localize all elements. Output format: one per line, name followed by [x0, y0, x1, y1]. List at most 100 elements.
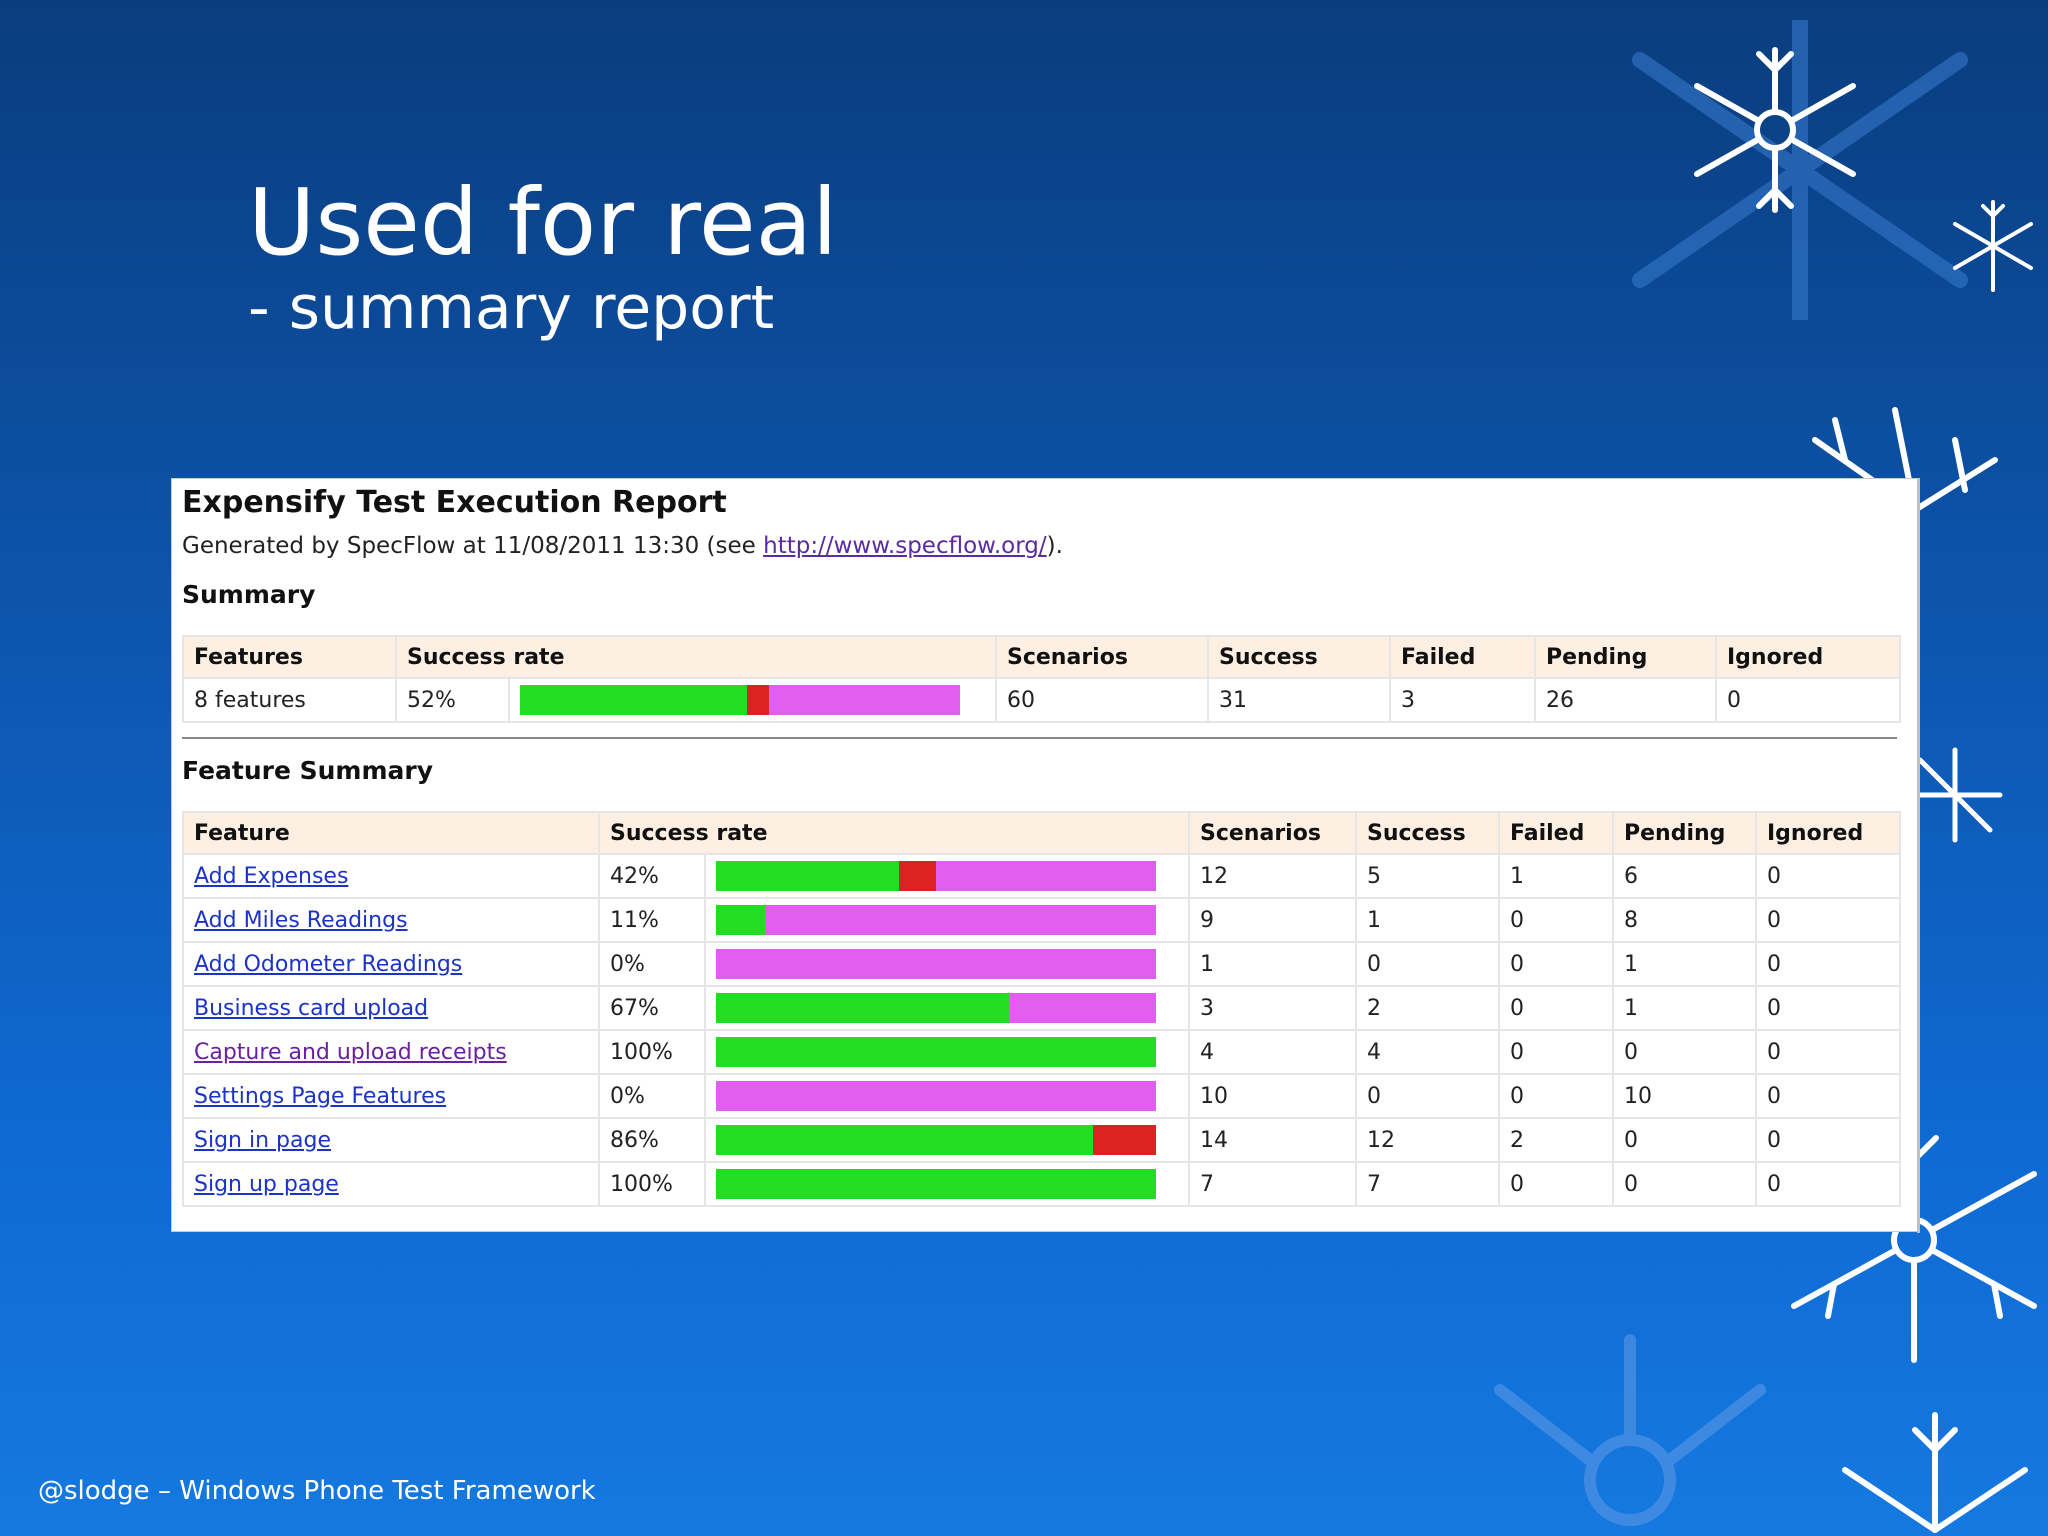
slide-title: Used for real	[248, 169, 838, 276]
pending-count: 0	[1612, 1117, 1757, 1163]
failed-count: 0	[1498, 1161, 1614, 1207]
failed-count: 0	[1498, 941, 1614, 987]
progress-bar	[716, 993, 1156, 1023]
progress-bar	[716, 905, 1156, 935]
scenarios-count: 14	[1188, 1117, 1357, 1163]
pending-count: 10	[1612, 1073, 1757, 1119]
success-count: 4	[1355, 1029, 1500, 1075]
progress-cell	[508, 677, 997, 723]
success-count: 31	[1207, 677, 1391, 723]
feature-link-capture-and-upload-receipts[interactable]: Capture and upload receipts	[194, 1039, 507, 1065]
generated-line: Generated by SpecFlow at 11/08/2011 13:3…	[182, 529, 1063, 563]
table-row: Add Expenses 42% 12 5 1 6 0	[182, 853, 1901, 899]
feature-link-sign-in-page[interactable]: Sign in page	[194, 1127, 331, 1153]
scenarios-count: 1	[1188, 941, 1357, 987]
pending-count: 6	[1612, 853, 1757, 899]
progress-cell	[704, 941, 1190, 987]
failed-count: 0	[1498, 1073, 1614, 1119]
feature-link-add-odometer-readings[interactable]: Add Odometer Readings	[194, 951, 463, 977]
success-count: 1	[1355, 897, 1500, 943]
progress-pending-segment	[935, 861, 1156, 891]
success-count: 0	[1355, 1073, 1500, 1119]
snowflake-icon	[1953, 200, 2033, 292]
failed-count: 3	[1389, 677, 1536, 723]
success-rate-value: 67%	[598, 985, 706, 1031]
scenarios-count: 4	[1188, 1029, 1357, 1075]
features-count: 8 features	[182, 677, 397, 723]
divider	[182, 737, 1897, 739]
table-row: Business card upload 67% 3 2 0 1 0	[182, 985, 1901, 1031]
success-count: 12	[1355, 1117, 1500, 1163]
progress-pending-segment	[716, 1081, 1156, 1111]
header-feature: Feature	[182, 811, 600, 855]
scrollbar[interactable]	[1917, 479, 1920, 1233]
success-rate-value: 0%	[598, 941, 706, 987]
slide-subtitle: - summary report	[248, 273, 775, 343]
scenarios-count: 3	[1188, 985, 1357, 1031]
ignored-count: 0	[1755, 897, 1901, 943]
progress-cell	[704, 985, 1190, 1031]
summary-header-row: Features Success rate Scenarios Success …	[182, 635, 1901, 679]
failed-count: 0	[1498, 985, 1614, 1031]
progress-bar	[716, 1125, 1156, 1155]
feature-header-row: Feature Success rate Scenarios Success F…	[182, 811, 1901, 855]
progress-failed-segment	[1093, 1125, 1156, 1155]
progress-success-segment	[716, 1037, 1156, 1067]
ignored-count: 0	[1755, 985, 1901, 1031]
progress-cell	[704, 1073, 1190, 1119]
feature-link-business-card-upload[interactable]: Business card upload	[194, 995, 429, 1021]
progress-success-segment	[716, 905, 765, 935]
progress-bar	[716, 1169, 1156, 1199]
progress-pending-segment	[1009, 993, 1156, 1023]
success-rate-value: 52%	[395, 677, 510, 723]
header-scenarios: Scenarios	[1188, 811, 1357, 855]
pending-count: 1	[1612, 985, 1757, 1031]
progress-failed-segment	[899, 861, 936, 891]
summary-row: 8 features 52% 60 31 3 26 0	[182, 677, 1901, 723]
progress-bar	[716, 1081, 1156, 1111]
progress-cell	[704, 1029, 1190, 1075]
progress-success-segment	[716, 1169, 1156, 1199]
progress-bar	[716, 1037, 1156, 1067]
failed-count: 0	[1498, 897, 1614, 943]
feature-link-settings-page-features[interactable]: Settings Page Features	[194, 1083, 447, 1109]
progress-cell	[704, 853, 1190, 899]
report-title: Expensify Test Execution Report	[182, 485, 727, 520]
success-count: 5	[1355, 853, 1500, 899]
ignored-count: 0	[1755, 853, 1901, 899]
scenarios-count: 9	[1188, 897, 1357, 943]
ignored-count: 0	[1715, 677, 1901, 723]
generated-prefix: Generated by SpecFlow at 11/08/2011 13:3…	[182, 533, 764, 559]
snowflake-icon	[1842, 1412, 2028, 1533]
header-features: Features	[182, 635, 397, 679]
success-count: 0	[1355, 941, 1500, 987]
feature-summary-table: Feature Success rate Scenarios Success F…	[182, 811, 1901, 1207]
failed-count: 1	[1498, 853, 1614, 899]
feature-link-add-miles-readings[interactable]: Add Miles Readings	[194, 907, 408, 933]
header-success-rate: Success rate	[395, 635, 997, 679]
scenarios-count: 12	[1188, 853, 1357, 899]
success-rate-value: 0%	[598, 1073, 706, 1119]
success-count: 7	[1355, 1161, 1500, 1207]
snowflake-icon	[1694, 47, 1856, 213]
header-success: Success	[1355, 811, 1500, 855]
ignored-count: 0	[1755, 1073, 1901, 1119]
specflow-link[interactable]: http://www.specflow.org/	[763, 533, 1047, 559]
header-ignored: Ignored	[1755, 811, 1901, 855]
table-row: Settings Page Features 0% 10 0 0 10 0	[182, 1073, 1901, 1119]
progress-pending-segment	[769, 685, 960, 715]
progress-bar	[716, 949, 1156, 979]
header-scenarios: Scenarios	[995, 635, 1209, 679]
progress-success-segment	[716, 861, 900, 891]
feature-link-sign-up-page[interactable]: Sign up page	[194, 1171, 339, 1197]
progress-cell	[704, 1161, 1190, 1207]
pending-count: 1	[1612, 941, 1757, 987]
failed-count: 2	[1498, 1117, 1614, 1163]
table-row: Sign in page 86% 14 12 2 0 0	[182, 1117, 1901, 1163]
progress-bar	[716, 861, 1156, 891]
ignored-count: 0	[1755, 941, 1901, 987]
progress-success-segment	[716, 993, 1010, 1023]
progress-cell	[704, 1117, 1190, 1163]
header-ignored: Ignored	[1715, 635, 1901, 679]
feature-link-add-expenses[interactable]: Add Expenses	[194, 863, 349, 889]
